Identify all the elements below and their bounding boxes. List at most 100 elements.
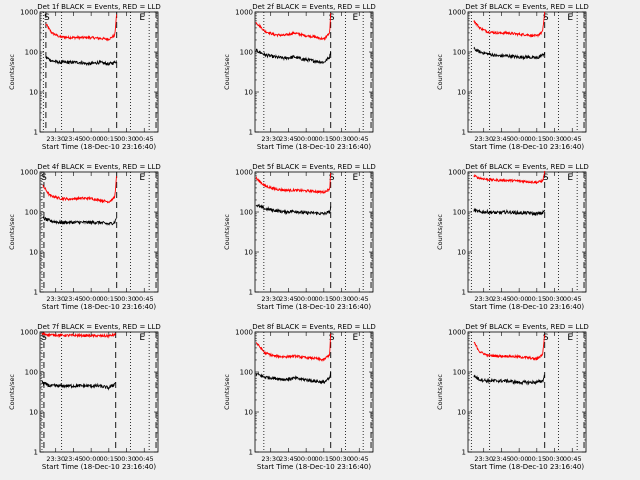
y-tick-label: 10 (29, 249, 38, 257)
x-tick-label: 23:30 (474, 455, 493, 463)
y-axis-label: Counts/sec (436, 374, 444, 410)
start-marker-label: S (41, 333, 47, 343)
panel-6: Det 6f BLACK = Events, RED = LLD 1 10 100 10… (436, 163, 589, 311)
x-tick-label: 23:30 (261, 135, 280, 143)
start-marker-label: S (543, 13, 549, 23)
end-marker-label: E (567, 333, 573, 343)
end-marker-label: E (567, 173, 573, 183)
y-tick-label: 100 (240, 49, 253, 57)
x-axis-label: Start Time (18-Dec-10 23:16:40) (42, 463, 156, 471)
end-marker-label: E (567, 13, 573, 23)
x-tick-label: 23:45 (64, 455, 83, 463)
y-tick-label: 10 (244, 409, 253, 417)
y-tick-label: 100 (240, 209, 253, 217)
y-tick-label: 1000 (448, 329, 466, 337)
panel-title: Det 3f BLACK = Events, RED = LLD (465, 3, 588, 11)
end-marker-label: E (352, 333, 358, 343)
y-tick-label: 1 (34, 289, 38, 297)
y-tick-label: 100 (453, 209, 466, 217)
lld-series-line (45, 14, 118, 42)
lld-series-line (255, 13, 332, 42)
y-tick-label: 1 (249, 449, 253, 457)
start-marker-label: S (543, 333, 549, 343)
y-tick-label: 10 (29, 89, 38, 97)
x-tick-label: 00:45 (563, 455, 582, 463)
x-axis-label: Start Time (18-Dec-10 23:16:40) (470, 463, 584, 471)
plot-frame (254, 331, 374, 453)
start-marker-label: S (329, 333, 335, 343)
y-axis-label: Counts/sec (436, 54, 444, 90)
y-tick-label: 1000 (20, 329, 38, 337)
lld-series-line (255, 333, 332, 363)
x-tick-label: 23:45 (279, 455, 298, 463)
x-axis-label: Start Time (18-Dec-10 23:16:40) (42, 303, 156, 311)
panel-2: Det 2f BLACK = Events, RED = LLD 1 10 100 10… (223, 3, 376, 151)
y-tick-label: 100 (453, 49, 466, 57)
x-tick-label: 00:30 (332, 295, 351, 303)
panel-title: Det 8f BLACK = Events, RED = LLD (252, 323, 375, 331)
y-tick-label: 100 (240, 369, 253, 377)
events-series-line (42, 216, 117, 226)
x-tick-label: 23:45 (64, 135, 83, 143)
x-tick-label: 00:00 (82, 455, 101, 463)
x-tick-label: 00:00 (510, 455, 529, 463)
panel-title: Det 9f BLACK = Events, RED = LLD (465, 323, 588, 331)
y-tick-label: 1 (249, 289, 253, 297)
y-axis-label: Counts/sec (223, 54, 231, 90)
panel-7: Det 7f BLACK = Events, RED = LLD 1 10 100 10… (8, 323, 161, 471)
panel-5: Det 5f BLACK = Events, RED = LLD 1 10 100 10… (223, 163, 376, 311)
start-marker-label: S (329, 13, 335, 23)
y-tick-label: 10 (457, 89, 466, 97)
x-tick-label: 00:00 (297, 455, 316, 463)
plot-frame (254, 11, 374, 133)
plot-frame (467, 171, 587, 293)
events-series-line (41, 380, 116, 391)
lld-series-line (473, 334, 546, 362)
y-tick-label: 1 (462, 449, 466, 457)
plot-frame (39, 331, 159, 453)
panel-3: Det 3f BLACK = Events, RED = LLD 1 10 100 10… (436, 3, 589, 151)
x-tick-label: 23:30 (46, 455, 65, 463)
y-tick-label: 10 (244, 249, 253, 257)
x-tick-label: 00:30 (545, 455, 564, 463)
x-tick-label: 00:30 (117, 135, 136, 143)
x-tick-label: 23:45 (492, 295, 511, 303)
x-tick-label: 00:45 (135, 135, 154, 143)
x-axis-label: Start Time (18-Dec-10 23:16:40) (470, 143, 584, 151)
x-tick-label: 00:30 (117, 295, 136, 303)
y-axis-label: Counts/sec (223, 214, 231, 250)
x-tick-label: 00:00 (82, 135, 101, 143)
y-tick-label: 10 (29, 409, 38, 417)
panel-title: Det 1f BLACK = Events, RED = LLD (37, 3, 160, 11)
x-tick-label: 00:45 (350, 135, 369, 143)
x-tick-label: 23:30 (46, 295, 65, 303)
x-tick-label: 00:45 (135, 455, 154, 463)
y-axis-label: Counts/sec (8, 374, 16, 410)
x-tick-label: 23:30 (261, 295, 280, 303)
plot-frame (39, 11, 159, 133)
x-tick-label: 23:45 (492, 455, 511, 463)
y-tick-label: 1000 (235, 329, 253, 337)
x-tick-label: 00:15 (99, 135, 118, 143)
panel-title: Det 2f BLACK = Events, RED = LLD (252, 3, 375, 11)
x-tick-label: 23:45 (492, 135, 511, 143)
y-tick-label: 1 (34, 449, 38, 457)
start-marker-label: S (329, 173, 335, 183)
lld-series-line (41, 331, 116, 339)
x-tick-label: 00:30 (332, 135, 351, 143)
x-tick-label: 00:45 (563, 295, 582, 303)
y-tick-label: 1000 (20, 9, 38, 17)
panel-1: Det 1f BLACK = Events, RED = LLD 1 10 100 10… (8, 3, 161, 151)
y-tick-label: 1 (462, 289, 466, 297)
end-marker-label: E (352, 13, 358, 23)
y-tick-label: 10 (244, 89, 253, 97)
y-axis-label: Counts/sec (8, 54, 16, 90)
y-axis-label: Counts/sec (436, 214, 444, 250)
x-tick-label: 23:30 (474, 295, 493, 303)
events-series-line (473, 374, 545, 386)
y-axis-label: Counts/sec (223, 374, 231, 410)
x-axis-label: Start Time (18-Dec-10 23:16:40) (257, 143, 371, 151)
end-marker-label: E (352, 173, 358, 183)
y-tick-label: 1000 (20, 169, 38, 177)
y-tick-label: 100 (25, 49, 38, 57)
